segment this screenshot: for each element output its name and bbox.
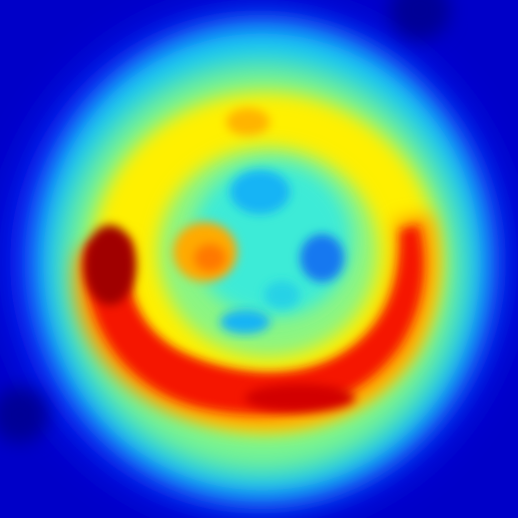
inner-blob-core — [194, 244, 226, 272]
inner-spot-bottom — [220, 310, 270, 334]
ring-top-blob — [226, 108, 270, 136]
corner-bottom-left — [0, 387, 48, 443]
inner-spot-top — [230, 170, 290, 214]
crescent-core-lower — [245, 384, 355, 412]
crescent — [86, 225, 424, 414]
corner-top-right — [390, 0, 450, 40]
crescent-core — [84, 225, 136, 305]
inner-spot-right — [300, 234, 344, 282]
inner-spot-mid — [264, 281, 300, 309]
